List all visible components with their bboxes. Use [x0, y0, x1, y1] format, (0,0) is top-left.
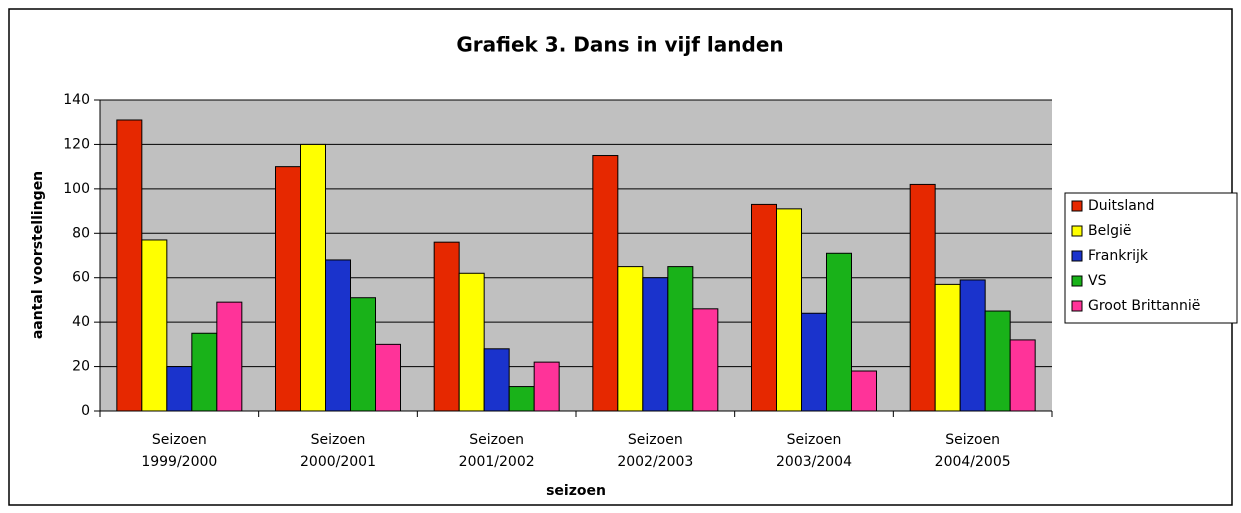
legend-label: België [1088, 223, 1132, 239]
legend-box [1064, 192, 1238, 324]
legend-swatch [1071, 225, 1083, 237]
x-tick-label: Seizoen [152, 432, 207, 448]
bar [851, 370, 877, 412]
x-tick-label: Seizoen [945, 432, 1000, 448]
bar [300, 143, 326, 412]
x-tick-label: 2001/2002 [459, 454, 535, 470]
bar [275, 166, 301, 412]
bar [909, 183, 936, 412]
legend-swatch [1071, 250, 1083, 262]
bar [617, 266, 644, 412]
legend-label: Duitsland [1088, 198, 1155, 214]
legend-swatch [1071, 275, 1083, 287]
x-tick-label: 2002/2003 [617, 454, 693, 470]
y-tick-label: 80 [72, 225, 90, 241]
x-tick-label: Seizoen [628, 432, 683, 448]
chart-title: Grafiek 3. Dans in vijf landen [456, 33, 783, 57]
y-tick-label: 140 [63, 92, 90, 108]
x-tick-label: 2003/2004 [776, 454, 852, 470]
bar [433, 241, 460, 412]
bar [801, 312, 827, 412]
y-tick-label: 0 [81, 403, 90, 419]
bar [959, 279, 986, 412]
x-axis-label: seizoen [546, 483, 606, 499]
legend-label: Groot Brittannië [1088, 298, 1200, 314]
x-tick-label: Seizoen [469, 432, 524, 448]
bar [141, 239, 168, 412]
y-tick-label: 60 [72, 270, 90, 286]
y-axis-label: aantal voorstellingen [30, 171, 46, 339]
bar [934, 283, 961, 412]
bar [483, 348, 510, 412]
bar [508, 386, 535, 412]
bar [458, 272, 485, 412]
bar [776, 208, 802, 412]
x-tick-label: 2004/2005 [935, 454, 1011, 470]
x-tick-label: Seizoen [311, 432, 366, 448]
bar [325, 259, 351, 412]
y-tick-label: 100 [63, 181, 90, 197]
y-tick-label: 20 [72, 359, 90, 375]
bar [592, 155, 619, 412]
x-tick-label: 2000/2001 [300, 454, 376, 470]
bar [533, 361, 560, 412]
y-tick-label: 40 [72, 314, 90, 330]
bar [984, 310, 1011, 412]
bar [216, 301, 243, 412]
plot-area [100, 100, 1052, 411]
bar [166, 366, 193, 412]
bar [116, 119, 143, 412]
bar [667, 266, 694, 412]
bar [692, 308, 719, 412]
bar [375, 343, 401, 412]
bar [642, 277, 669, 412]
bar [826, 252, 852, 412]
bar [1009, 339, 1036, 412]
bar [751, 203, 777, 412]
x-tick-label: Seizoen [787, 432, 842, 448]
legend-swatch [1071, 200, 1083, 212]
bar [191, 332, 218, 412]
bar [350, 297, 376, 412]
legend-label: VS [1088, 273, 1107, 289]
legend-label: Frankrijk [1088, 248, 1149, 264]
y-tick-label: 120 [63, 136, 90, 152]
legend-swatch [1071, 300, 1083, 312]
x-tick-label: 1999/2000 [141, 454, 217, 470]
